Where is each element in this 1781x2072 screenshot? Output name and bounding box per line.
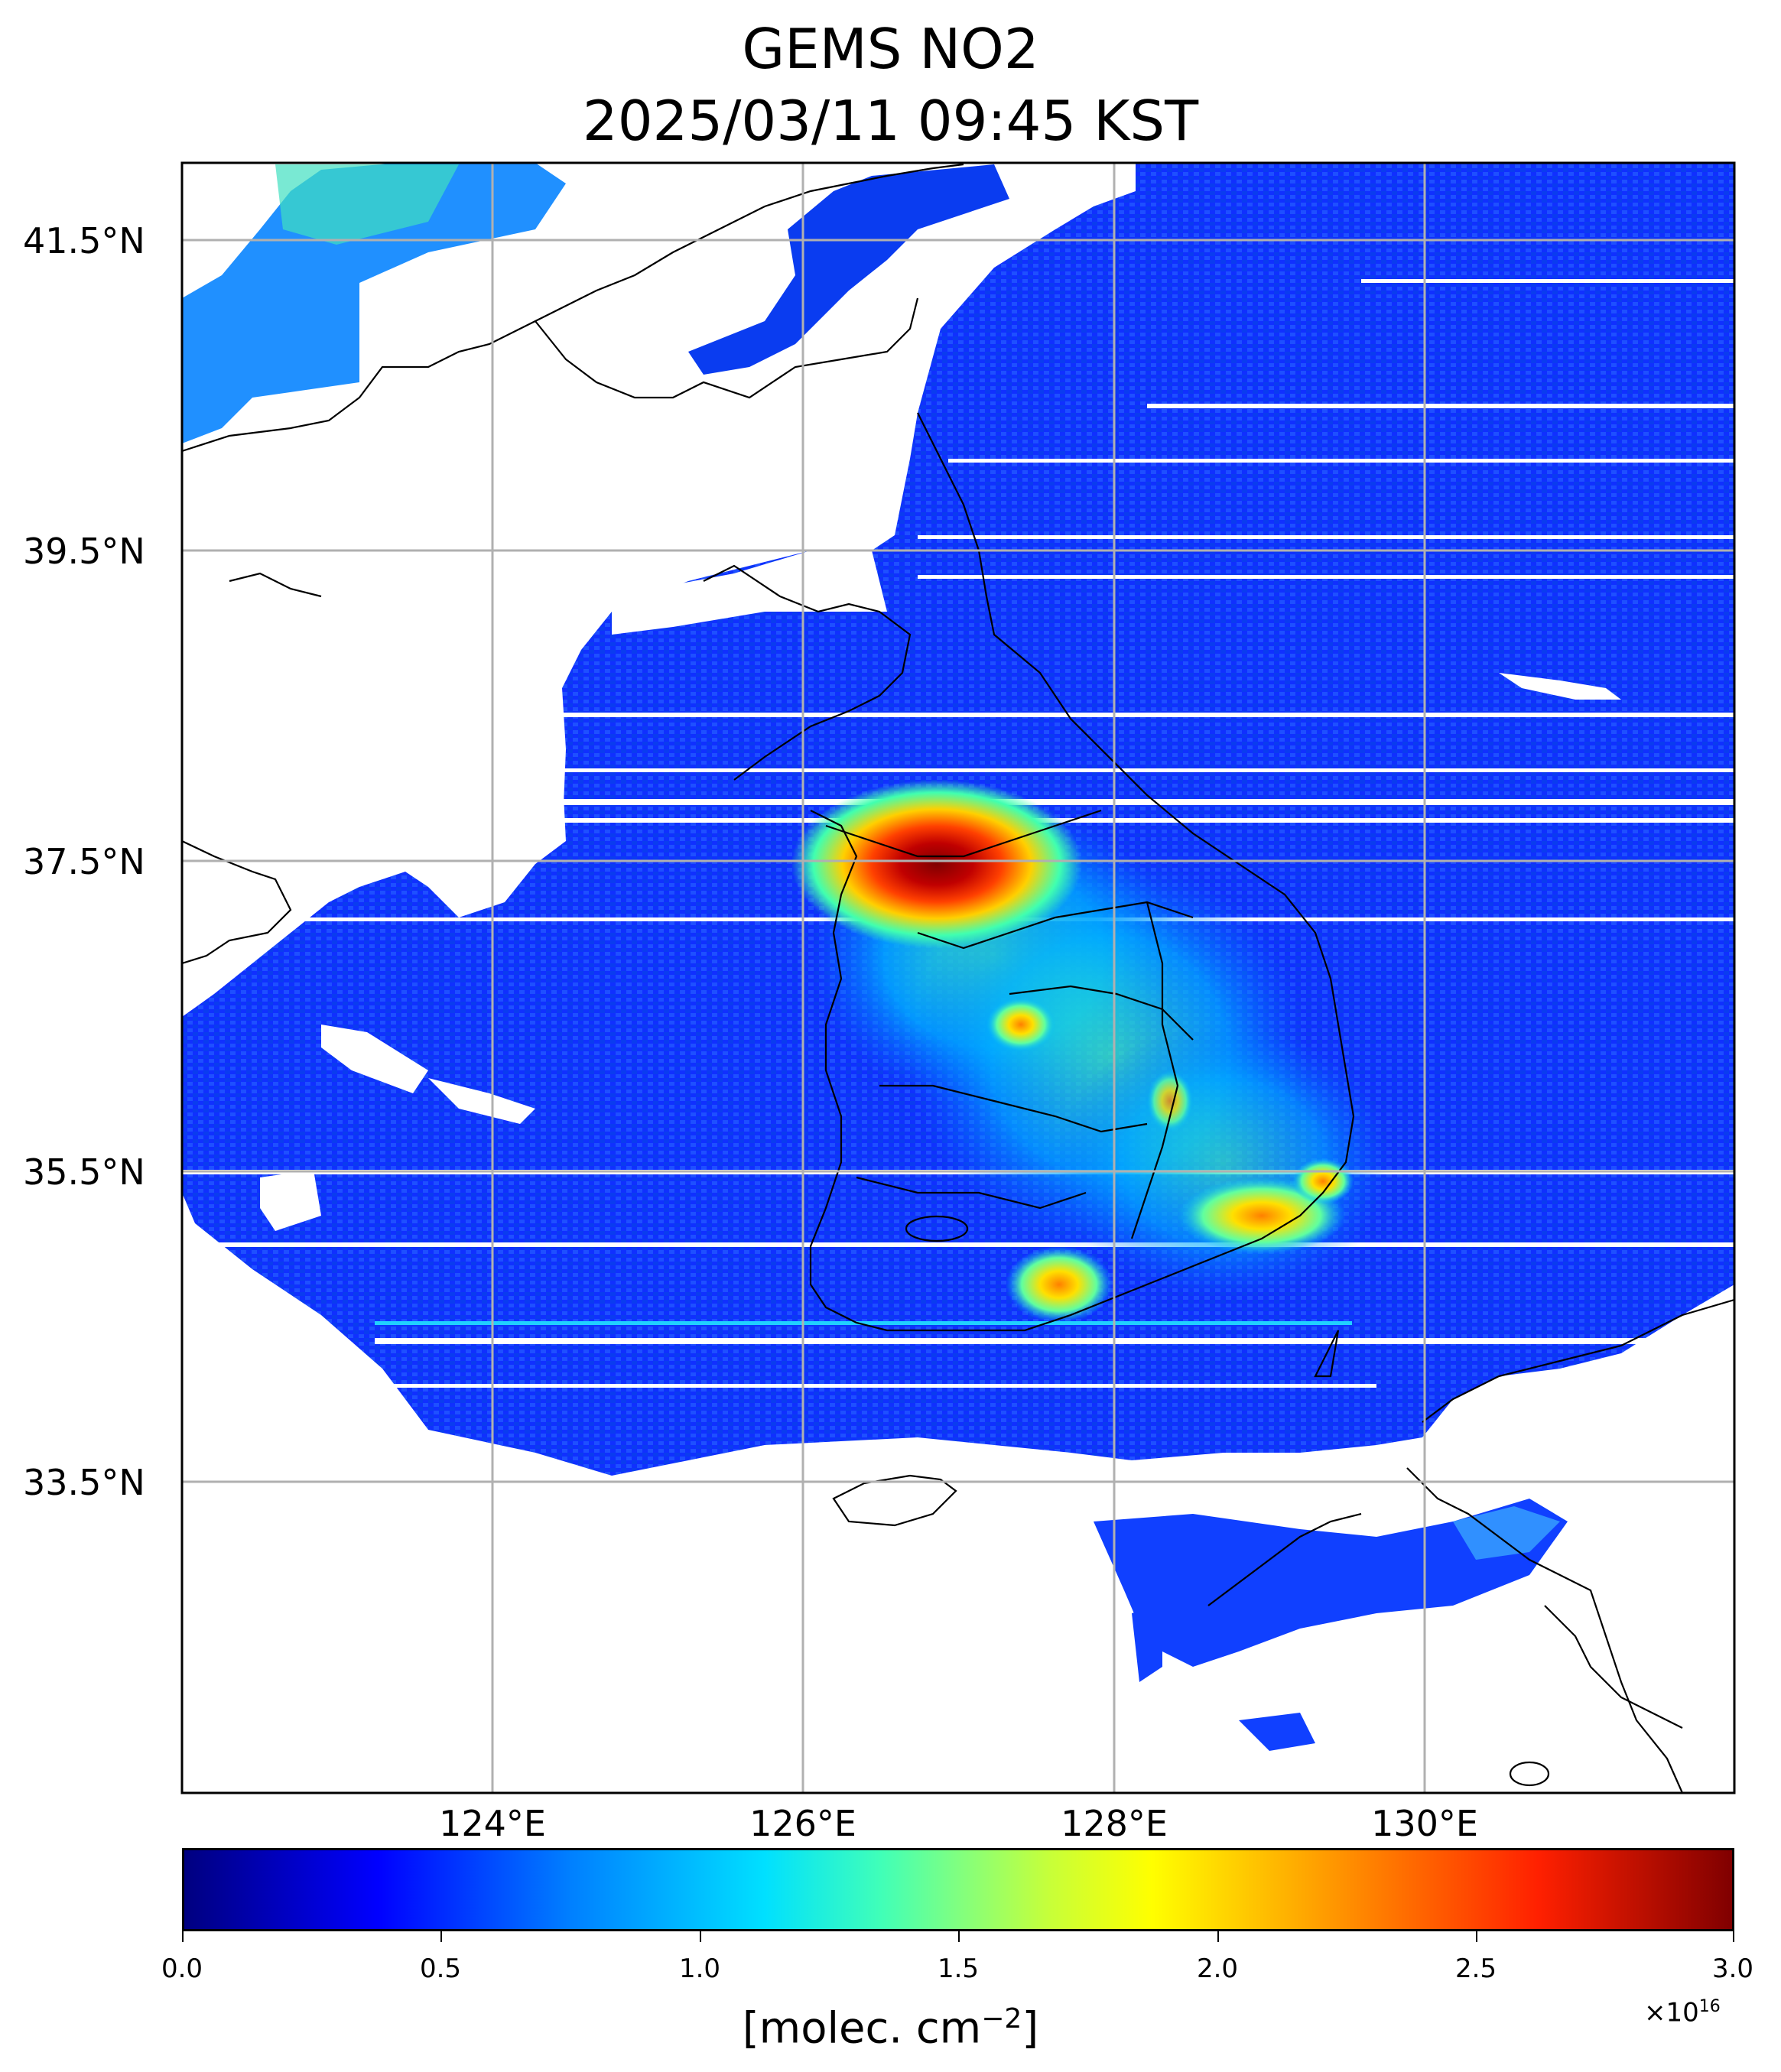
map-subtitle-datetime: 2025/03/11 09:45 KST xyxy=(582,89,1199,153)
colorbar-tickmark xyxy=(182,1931,184,1942)
colorbar-tickmark xyxy=(440,1931,442,1942)
colorbar-tickmark xyxy=(1733,1931,1734,1942)
colorbar-exponent-power: 16 xyxy=(1698,1997,1721,2016)
colorbar-unit-label: [molec. cm−2] xyxy=(0,2003,1781,2054)
lat-label: 41.5°N xyxy=(23,220,145,261)
colorbar-unit-close: ] xyxy=(1022,2003,1039,2054)
colorbar-unit-text: [molec. cm xyxy=(742,2003,982,2054)
map-frame xyxy=(180,161,1736,1794)
colorbar-tick-label: 2.5 xyxy=(1454,1953,1497,1984)
lat-label: 35.5°N xyxy=(23,1151,145,1193)
lon-label: 126°E xyxy=(749,1803,856,1844)
colorbar-tickmark xyxy=(958,1931,960,1942)
lon-label: 124°E xyxy=(439,1803,546,1844)
colorbar-exponent-prefix: ×10 xyxy=(1644,1997,1699,2028)
colorbar-tick-label: 2.0 xyxy=(1196,1953,1239,1984)
colorbar-tickmark xyxy=(1217,1931,1219,1942)
colorbar-tick-label: 1.5 xyxy=(937,1953,980,1984)
lon-label: 128°E xyxy=(1061,1803,1168,1844)
gridlines xyxy=(182,163,1734,1793)
colorbar-tickmark xyxy=(700,1931,701,1942)
lon-label: 130°E xyxy=(1371,1803,1478,1844)
lat-label: 37.5°N xyxy=(23,841,145,882)
colorbar-tick-label: 3.0 xyxy=(1711,1953,1754,1984)
colorbar-tickmark xyxy=(1476,1931,1477,1942)
colorbar-tick-label: 0.0 xyxy=(161,1953,203,1984)
map-title: GEMS NO2 xyxy=(742,17,1039,81)
no2-data-layer xyxy=(182,163,1734,1793)
colorbar-exponent: ×1016 xyxy=(1644,1997,1721,2028)
colorbar-unit-power: −2 xyxy=(981,2003,1022,2035)
colorbar-tick-label: 0.5 xyxy=(419,1953,462,1984)
colorbar-tick-label: 1.0 xyxy=(678,1953,721,1984)
lat-label: 39.5°N xyxy=(23,531,145,572)
colorbar xyxy=(182,1848,1734,1931)
lat-label: 33.5°N xyxy=(23,1462,145,1503)
